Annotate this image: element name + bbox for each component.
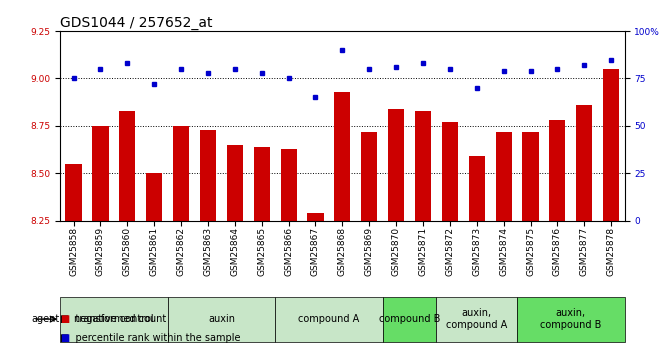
- Bar: [469, 156, 485, 221]
- Bar: [226, 145, 243, 221]
- Bar: [307, 213, 323, 221]
- Bar: [496, 131, 512, 221]
- Text: ■: ■: [60, 314, 69, 324]
- Text: compound A: compound A: [299, 314, 359, 324]
- Bar: [383, 297, 436, 342]
- Bar: [517, 297, 625, 342]
- Text: ■: ■: [60, 333, 69, 343]
- Bar: [603, 69, 619, 221]
- Bar: [275, 297, 383, 342]
- Bar: [436, 297, 517, 342]
- Bar: [200, 130, 216, 221]
- Bar: [415, 111, 431, 221]
- Text: ■  percentile rank within the sample: ■ percentile rank within the sample: [60, 333, 240, 343]
- Text: compound B: compound B: [379, 314, 440, 324]
- Bar: [92, 126, 108, 221]
- Text: auxin: auxin: [208, 314, 235, 324]
- Bar: [334, 92, 351, 221]
- Bar: [361, 131, 377, 221]
- Bar: [120, 111, 136, 221]
- Bar: [254, 147, 270, 221]
- Text: negative control: negative control: [74, 314, 154, 324]
- Bar: [281, 149, 297, 221]
- Bar: [146, 173, 162, 221]
- Bar: [388, 109, 404, 221]
- Text: auxin,
compound A: auxin, compound A: [446, 308, 508, 330]
- Bar: [442, 122, 458, 221]
- Text: auxin,
compound B: auxin, compound B: [540, 308, 601, 330]
- Bar: [168, 297, 275, 342]
- Text: ■  transformed count: ■ transformed count: [60, 314, 166, 324]
- Bar: [65, 164, 81, 221]
- Text: GDS1044 / 257652_at: GDS1044 / 257652_at: [60, 16, 212, 30]
- Bar: [576, 105, 593, 221]
- Bar: [549, 120, 565, 221]
- Bar: [522, 131, 538, 221]
- Bar: [60, 297, 168, 342]
- Bar: [173, 126, 189, 221]
- Text: agent: agent: [32, 314, 60, 324]
